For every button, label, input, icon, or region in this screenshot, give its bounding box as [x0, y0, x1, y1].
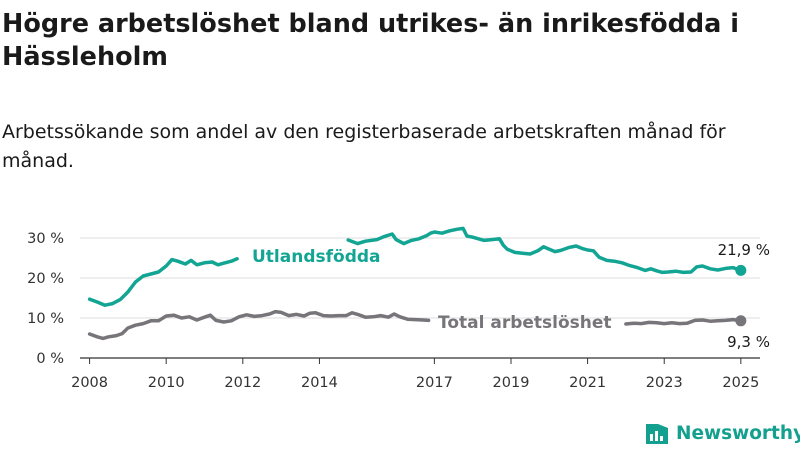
x-tick-label: 2021 [569, 375, 606, 391]
series-labels: Utlandsfödda Total arbetslöshet [252, 247, 612, 333]
grid-lines [80, 237, 760, 359]
x-tick-label: 2017 [416, 375, 453, 391]
series-line-utlandsfodda [346, 226, 743, 275]
end-point-utlandsfodda [735, 264, 747, 276]
end-label-utlandsfodda: 21,9 % [718, 241, 770, 259]
series-label-utlandsfodda: Utlandsfödda [252, 247, 381, 267]
x-tick-label: 2012 [224, 375, 261, 391]
x-axis: 2008 2010 2012 2014 2017 2019 2021 2023 2025 [71, 358, 759, 391]
x-tick-label: 2010 [148, 375, 185, 391]
x-tick-label: 2023 [646, 375, 683, 391]
end-label-total: 9,3 % [727, 333, 770, 351]
end-point-total [735, 315, 747, 327]
line-chart: 0 % 10 % 20 % 30 % 2008 2010 2012 2014 2017 2019… [27, 226, 770, 391]
series-lines [87, 226, 743, 341]
y-tick-label: 30 % [27, 231, 64, 247]
series-label-total: Total arbetslöshet [438, 313, 612, 333]
chart-subtitle: Arbetssökande som andel av den registerb… [2, 121, 726, 172]
end-value-labels: 21,9 % 9,3 % [718, 241, 770, 351]
newsworthy-logo-icon [646, 424, 668, 444]
x-tick-label: 2008 [71, 375, 108, 391]
newsworthy-logo: Newsworthy [644, 420, 800, 446]
brand-name: Newsworthy [676, 422, 800, 444]
y-axis-labels: 0 % 10 % 20 % 30 % [27, 231, 64, 367]
y-tick-label: 10 % [27, 311, 64, 327]
series-line-total [624, 317, 743, 326]
x-tick-label: 2014 [301, 375, 338, 391]
y-tick-label: 0 % [36, 351, 64, 367]
series-line-utlandsfodda [87, 257, 239, 307]
x-tick-label: 2019 [493, 375, 530, 391]
series-line-total [87, 309, 431, 341]
x-tick-label: 2025 [722, 375, 759, 391]
chart-title: Högre arbetslöshet bland utrikes- än inr… [2, 9, 740, 72]
y-tick-label: 20 % [27, 271, 64, 287]
series-end-points [735, 264, 747, 327]
